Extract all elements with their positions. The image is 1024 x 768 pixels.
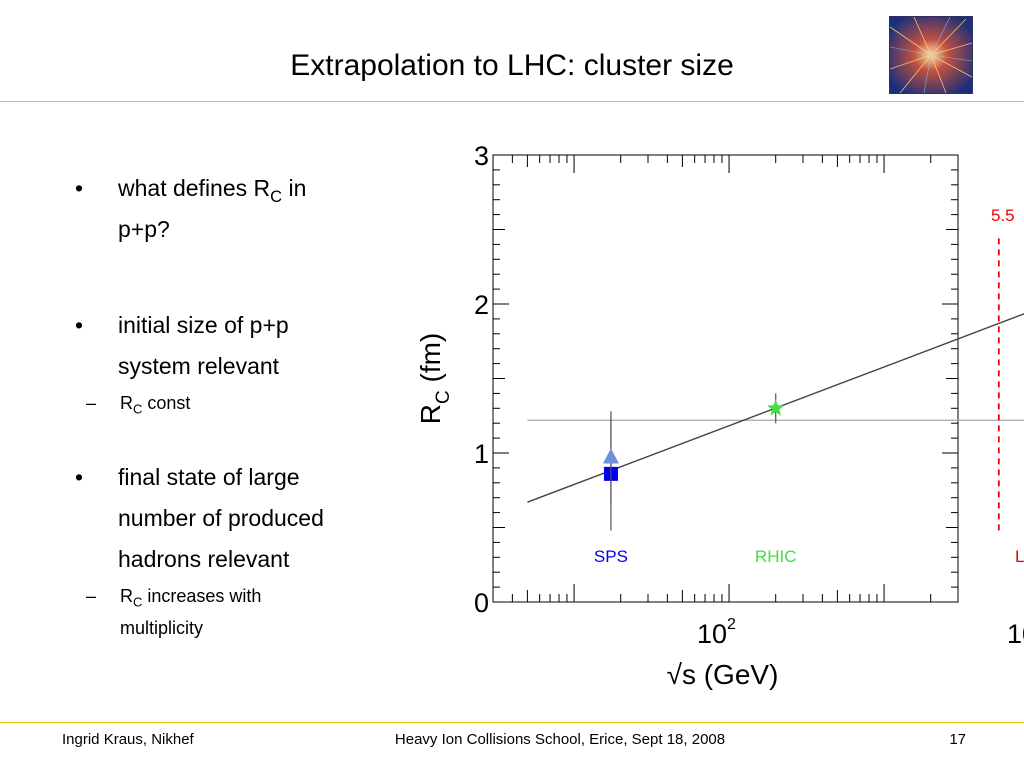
bullet-item: • what defines RC in p+p?: [75, 168, 385, 250]
bullet-text: system relevant: [118, 353, 280, 379]
collision-event-image: [889, 16, 973, 94]
sub-bullet-text: R: [120, 393, 133, 413]
y-axis-title-sub: C: [433, 390, 454, 404]
y-axis-title: RC (fm): [415, 333, 454, 425]
x-tick-label-base: 10: [1007, 619, 1024, 649]
bullet-text: final state of large: [118, 464, 300, 490]
y-tick-label: 3: [474, 141, 489, 171]
region-label-rhic: RHIC: [755, 547, 797, 566]
bullet-text: p+p?: [118, 216, 170, 242]
sub-bullet-item: – RC increases with multiplicity: [32, 580, 385, 644]
y-axis-title-main: R: [415, 404, 446, 424]
x-axis-title: √s (GeV): [667, 659, 779, 690]
title-divider: [0, 101, 1024, 102]
bullet-text: hadrons relevant: [118, 546, 290, 572]
subscript: C: [270, 186, 283, 206]
region-label-lhc: LHC: [1015, 547, 1024, 566]
sps-triangle-point: [602, 448, 619, 464]
bullet-text: what defines R: [118, 175, 271, 201]
subscript: C: [133, 401, 143, 417]
fit-line: [527, 313, 1024, 503]
footer-event: Heavy Ion Collisions School, Erice, Sept…: [394, 731, 726, 748]
sub-bullet-marker: –: [86, 586, 97, 606]
rhic-star-point: [767, 399, 785, 416]
footer-divider: [0, 722, 1024, 723]
sub-bullet-text: R: [120, 586, 133, 606]
region-label-sps: SPS: [594, 547, 628, 566]
page-number: 17: [949, 731, 966, 748]
x-tick-label-exp: 2: [727, 616, 736, 633]
bullet-marker: •: [75, 175, 84, 201]
sub-bullet-text: multiplicity: [120, 618, 204, 638]
y-tick-label: 1: [474, 439, 489, 469]
footer-author: Ingrid Kraus, Nikhef: [62, 731, 194, 748]
bullet-item: • initial size of p+p system relevant: [75, 305, 385, 387]
bullet-marker: •: [75, 464, 84, 490]
sub-bullet-text: const: [142, 393, 191, 413]
bullet-text: initial size of p+p: [118, 312, 289, 338]
y-tick-label: 0: [474, 588, 489, 618]
x-tick-label-base: 10: [697, 619, 727, 649]
y-tick-label: 2: [474, 290, 489, 320]
bullet-text: number of produced: [118, 505, 324, 531]
bullet-item: • final state of large number of produce…: [75, 457, 385, 580]
y-axis-title-unit: (fm): [415, 333, 446, 391]
slide-title: Extrapolation to LHC: cluster size: [290, 49, 734, 82]
lhc-energy-label: 5.5: [991, 206, 1015, 225]
bullet-text: in: [282, 175, 307, 201]
bullet-list: • what defines RC in p+p? • initial size…: [75, 168, 385, 644]
bullet-marker: •: [75, 312, 84, 338]
sub-bullet-marker: –: [86, 393, 97, 413]
sub-bullet-item: – RC const: [32, 387, 385, 419]
sub-bullet-text: increases with: [142, 586, 262, 606]
plot-frame: [492, 154, 959, 603]
subscript: C: [133, 594, 143, 610]
